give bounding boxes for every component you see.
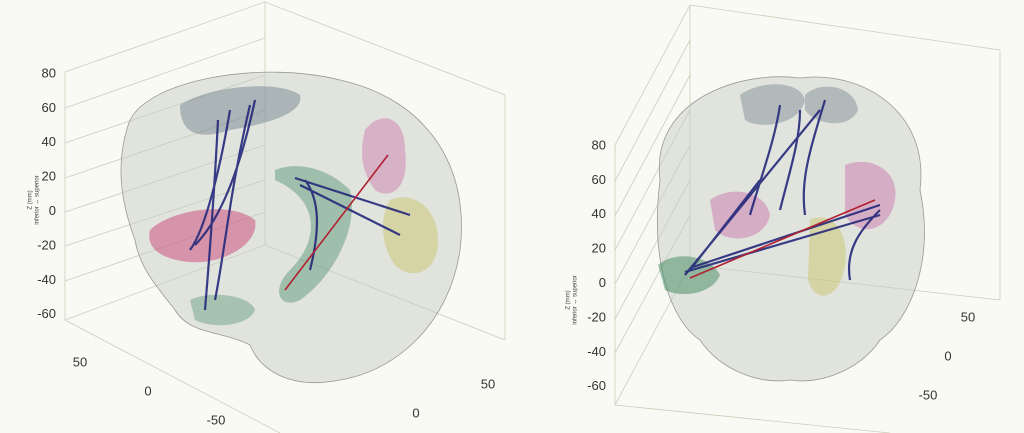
z-tick-label: -40 [37, 272, 56, 287]
left-brain [120, 71, 462, 384]
z-axis-label: Z (mm) [566, 290, 572, 309]
z-tick-label: 20 [42, 169, 56, 184]
axis-tick-label: 50 [73, 354, 87, 369]
axis-tick-label: -50 [207, 412, 226, 427]
z-axis-label: Z (mm) [28, 190, 34, 209]
z-tick-label: -60 [37, 306, 56, 321]
z-tick-label: 20 [592, 241, 606, 256]
z-tick-label: -20 [587, 309, 606, 324]
axis-tick-label: -50 [919, 387, 938, 402]
z-tick-label: 0 [599, 275, 606, 290]
right-brain [657, 76, 925, 382]
z-tick-label: 60 [592, 172, 606, 187]
z-tick-label: 0 [49, 203, 56, 218]
z-tick-label: -20 [37, 237, 56, 252]
z-axis-sublabel: inferior ↔ superior [573, 275, 579, 324]
z-tick-label: 40 [592, 206, 606, 221]
z-tick-label: 40 [42, 134, 56, 149]
z-tick-label: -40 [587, 344, 606, 359]
z-tick-label: 80 [592, 137, 606, 152]
axis-tick-label: 50 [961, 309, 975, 324]
z-axis-sublabel: inferior ↔ superior [35, 175, 41, 224]
z-tick-label: 60 [42, 100, 56, 115]
axis-tick-label: 50 [481, 376, 495, 391]
axis-tick-label: 0 [412, 405, 419, 420]
axis-tick-label: 0 [944, 348, 951, 363]
z-tick-label: 80 [42, 65, 56, 80]
right-box [614, 4, 1001, 433]
axis-tick-label: 0 [144, 383, 151, 398]
z-tick-label: -60 [587, 378, 606, 393]
